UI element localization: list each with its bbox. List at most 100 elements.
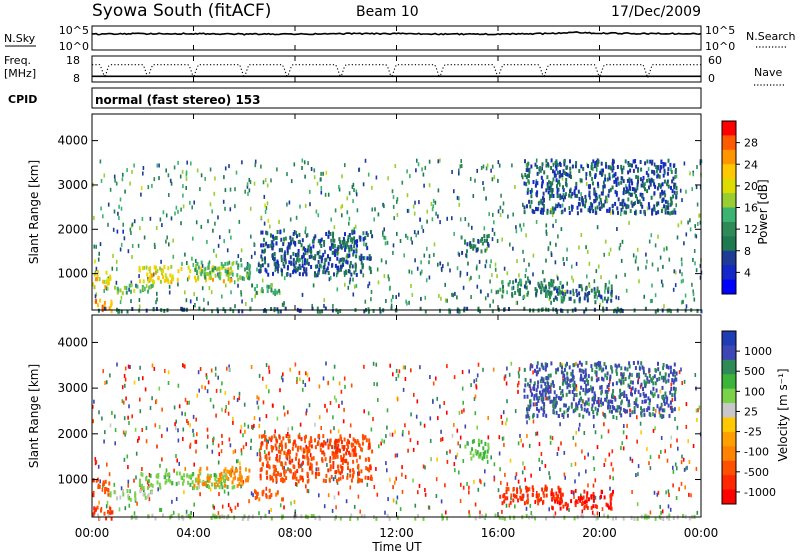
data-cell — [264, 209, 267, 214]
data-cell — [329, 232, 332, 236]
data-cell — [329, 442, 332, 447]
data-cell — [527, 498, 529, 503]
freq-left-label-2: [MHz] — [4, 67, 36, 80]
data-cell — [94, 457, 97, 462]
cpid-frame — [91, 87, 702, 109]
data-cell — [141, 217, 144, 221]
data-cell — [624, 377, 627, 381]
data-cell — [259, 473, 262, 478]
data-cell — [166, 235, 168, 240]
data-cell — [499, 213, 502, 217]
data-cell — [636, 439, 638, 444]
data-cell — [155, 226, 158, 230]
data-cell — [628, 184, 631, 189]
data-cell — [225, 283, 227, 288]
data-cell — [526, 204, 528, 209]
data-cell — [227, 503, 230, 508]
data-cell — [609, 374, 612, 379]
data-cell — [528, 443, 531, 448]
data-cell — [355, 254, 358, 259]
data-cell — [261, 289, 264, 294]
data-cell — [520, 496, 523, 501]
data-cell — [209, 167, 212, 172]
data-cell — [382, 232, 384, 237]
data-cell — [646, 178, 649, 183]
data-cell — [505, 381, 508, 386]
data-cell — [195, 278, 197, 283]
data-cell — [559, 281, 562, 285]
data-cell — [241, 309, 244, 314]
data-cell — [408, 269, 411, 274]
data-cell — [459, 273, 462, 278]
data-cell — [459, 270, 462, 275]
data-cell — [98, 251, 100, 256]
data-cell — [189, 299, 192, 304]
data-cell — [270, 516, 273, 521]
data-cell — [173, 165, 176, 170]
data-cell — [317, 259, 320, 264]
data-cell — [247, 475, 250, 480]
data-cell — [99, 479, 101, 484]
data-cell — [231, 485, 234, 490]
data-cell — [588, 193, 591, 198]
data-cell — [129, 181, 131, 186]
data-cell — [263, 237, 265, 242]
data-cell — [119, 247, 122, 252]
data-cell — [572, 397, 575, 402]
data-cell — [516, 300, 519, 305]
data-cell — [615, 179, 618, 184]
data-cell — [149, 473, 152, 478]
data-cell — [667, 365, 670, 370]
data-cell — [237, 477, 240, 482]
data-cell — [272, 478, 275, 483]
x-tick-label: 20:00 — [582, 526, 617, 540]
x-tick-label: 04:00 — [176, 526, 211, 540]
data-cell — [555, 400, 558, 405]
data-cell — [359, 478, 362, 483]
data-cell — [411, 240, 413, 245]
data-cell — [123, 400, 125, 405]
data-cell — [285, 272, 288, 277]
data-cell — [339, 240, 342, 245]
data-cell — [576, 406, 579, 411]
data-cell — [322, 478, 325, 483]
data-cell — [619, 202, 622, 206]
data-cell — [610, 506, 613, 511]
data-cell — [586, 389, 589, 394]
data-cell — [560, 210, 563, 215]
data-cell — [644, 399, 647, 404]
data-cell — [645, 393, 647, 398]
data-cell — [312, 514, 315, 518]
data-cell — [591, 389, 594, 394]
data-cell — [371, 449, 374, 454]
data-cell — [577, 496, 580, 501]
data-cell — [362, 231, 365, 236]
data-cell — [401, 472, 403, 477]
data-cell — [499, 494, 502, 499]
data-cell — [561, 492, 564, 497]
data-cell — [575, 393, 578, 397]
data-cell — [363, 409, 365, 414]
data-cell — [575, 161, 578, 165]
data-cell — [697, 408, 699, 413]
data-cell — [571, 264, 573, 269]
data-cell — [206, 484, 209, 489]
data-cell — [224, 166, 227, 171]
data-cell — [275, 446, 278, 451]
data-cell — [614, 363, 617, 368]
data-cell — [536, 190, 539, 195]
data-cell — [293, 263, 296, 268]
data-cell — [679, 269, 681, 274]
data-cell — [520, 282, 523, 287]
data-cell — [527, 414, 530, 419]
data-cell — [542, 210, 544, 215]
data-cell — [593, 362, 596, 367]
data-cell — [685, 232, 688, 237]
data-cell — [356, 243, 358, 248]
data-cell — [222, 264, 225, 269]
data-cell — [528, 169, 531, 174]
data-cell — [555, 410, 558, 415]
data-cell — [417, 162, 420, 167]
data-cell — [325, 473, 328, 478]
data-cell — [453, 462, 456, 467]
